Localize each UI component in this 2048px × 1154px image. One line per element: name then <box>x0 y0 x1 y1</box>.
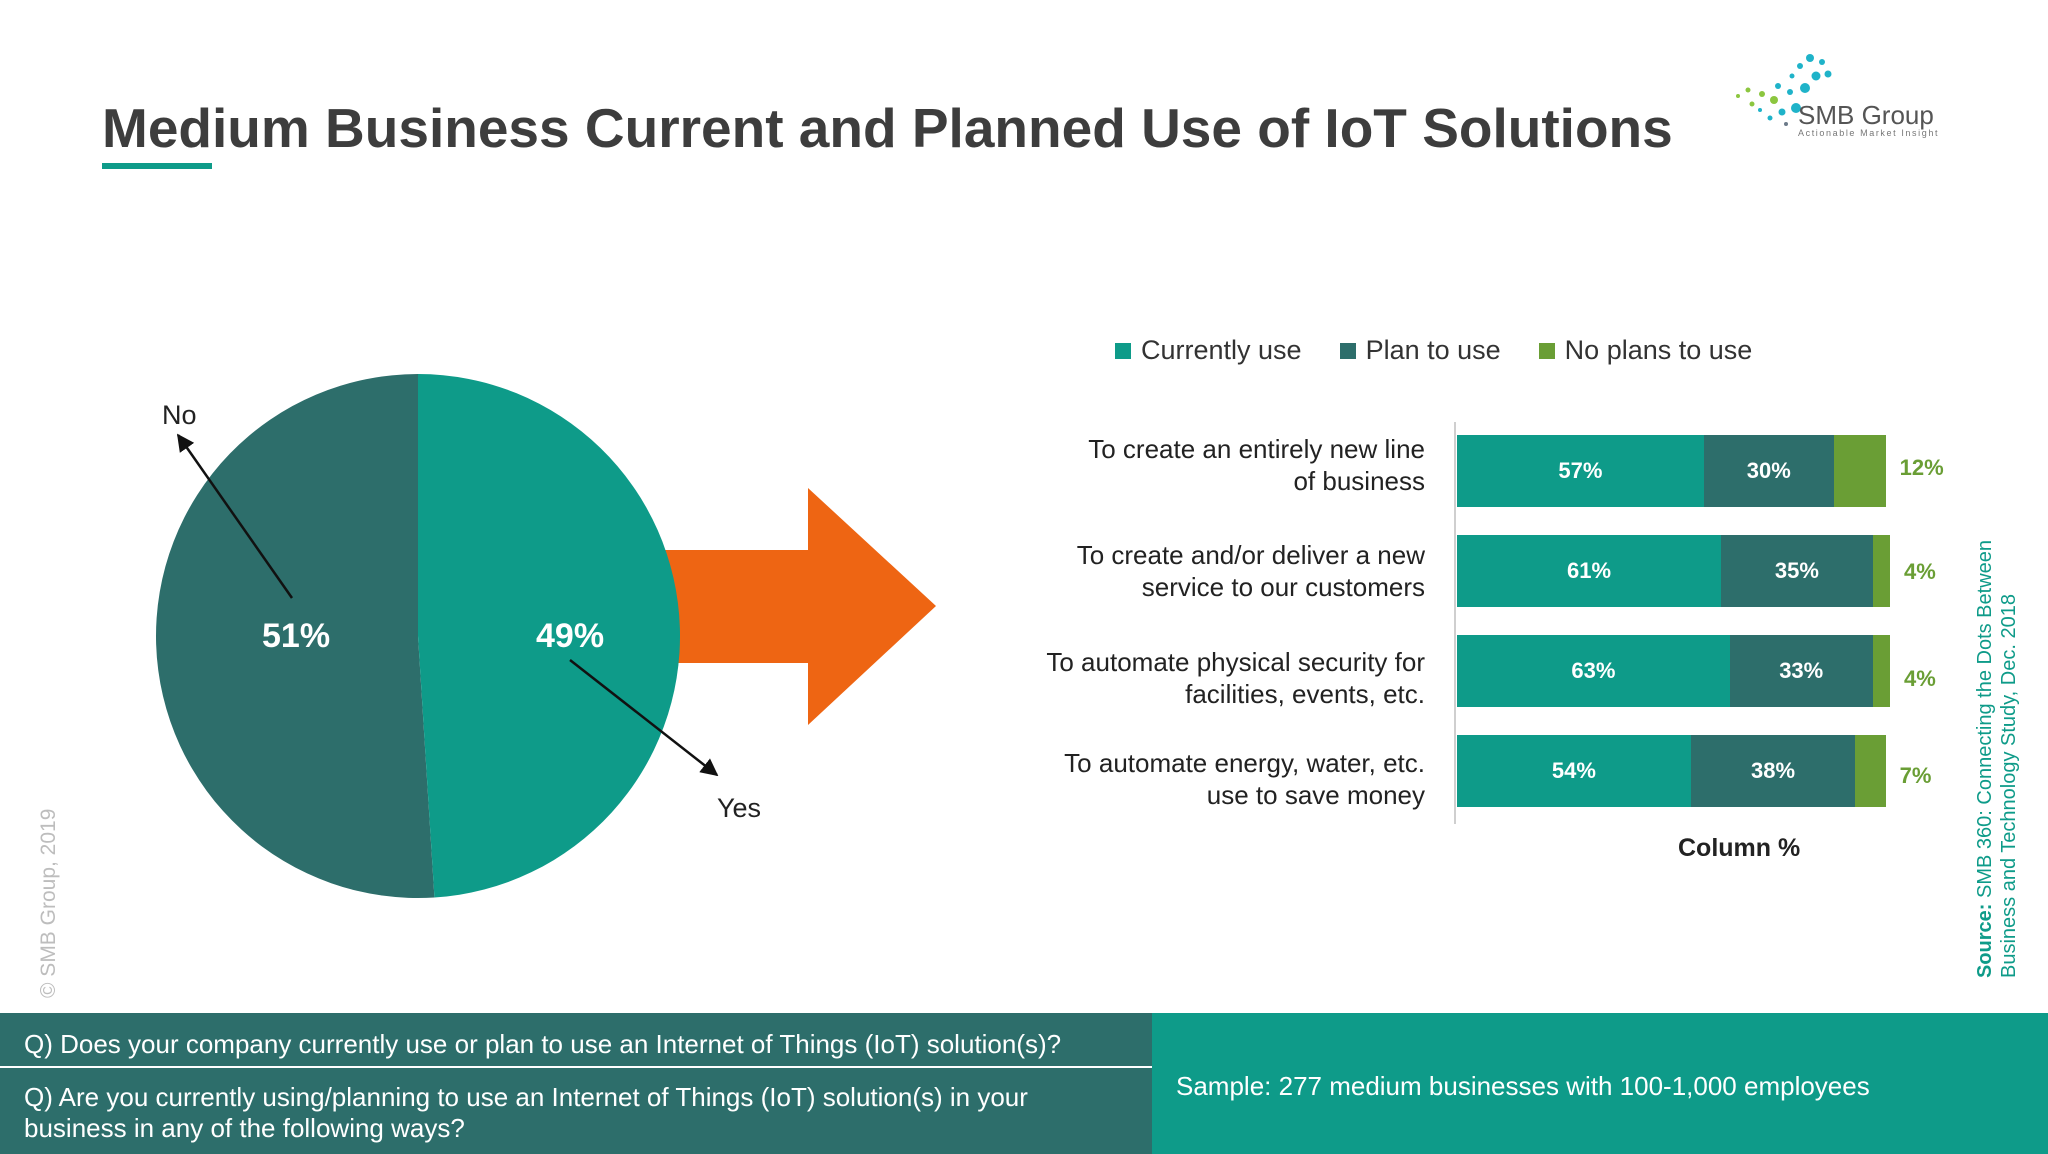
bar-category-label: To automate energy, water, etc. use to s… <box>805 747 1425 811</box>
source-line2: Business and Technology Study, Dec. 2018 <box>1998 594 2020 978</box>
bar-segment-plan: 38% <box>1690 735 1856 807</box>
survey-question-2: Q) Are you currently using/planning to u… <box>24 1082 1028 1143</box>
bar-segment-plan: 35% <box>1721 535 1873 607</box>
bar-category-line: To create and/or deliver a new <box>1076 540 1425 570</box>
bar-segment-plan: 30% <box>1703 435 1834 507</box>
source-prefix: Source: <box>1974 903 1996 978</box>
bar-segment-current: 57% <box>1457 435 1704 507</box>
pie-value-yes: 49% <box>536 617 605 655</box>
bar-noplan-value: 7% <box>1899 763 1932 788</box>
bar-category-line: To create an entirely new line <box>1088 434 1425 464</box>
bar-category-line: use to save money <box>1206 780 1425 810</box>
bar-category-line: To automate physical security for <box>1046 647 1425 677</box>
logo-name: SMB Group <box>1798 100 1934 130</box>
bar-category-label: To create an entirely new line of busine… <box>805 433 1425 497</box>
legend-item-plan: Plan to use <box>1339 335 1501 366</box>
legend-label-plan: Plan to use <box>1365 335 1501 365</box>
bar-axis-title: Column % <box>1678 834 1801 862</box>
legend-swatch-noplan <box>1538 342 1555 359</box>
pointer-arrow-yes <box>569 659 719 777</box>
title-underline <box>102 163 212 169</box>
bar-noplan-value: 4% <box>1904 559 1936 584</box>
bar-category-line: of business <box>1293 466 1425 496</box>
bar-segment-noplan <box>1833 435 1886 507</box>
legend-label-current: Currently use <box>1141 335 1302 365</box>
bar-category-label: To automate physical security for facili… <box>805 646 1425 710</box>
pie-chart <box>156 374 936 898</box>
legend-swatch-plan <box>1339 342 1356 359</box>
flow-arrow <box>660 488 936 725</box>
source-line1: SMB 360: Connecting the Dots Between <box>1974 539 1996 904</box>
pie-value-no: 51% <box>262 617 331 655</box>
copyright: © SMB Group, 2019 <box>37 808 60 998</box>
legend-swatch-current <box>1115 342 1131 359</box>
pie-slice-yes <box>418 374 681 898</box>
footer-sample-panel <box>1152 1013 2048 1154</box>
legend-item-current: Currently use <box>1115 335 1302 366</box>
smb-logo-icon <box>1736 54 1832 126</box>
legend-item-noplan: No plans to use <box>1538 335 1753 366</box>
bar-category-label: To create and/or deliver a new service t… <box>805 539 1425 603</box>
bar-segment-noplan <box>1872 535 1890 607</box>
pie-label-no: No <box>162 400 197 430</box>
bar-segment-plan: 33% <box>1729 635 1873 707</box>
bar-noplan-value: 12% <box>1899 455 1944 480</box>
bar-segment-current: 61% <box>1457 535 1722 607</box>
bar-row: 54% 38% <box>1457 735 1886 807</box>
bar-category-line: facilities, events, etc. <box>1185 679 1425 709</box>
legend-label-noplan: No plans to use <box>1564 335 1753 365</box>
bar-row: 63% 33% <box>1457 635 1890 707</box>
bar-row: 57% 30% <box>1457 435 1886 507</box>
survey-question-1: Q) Does your company currently use or pl… <box>24 1029 1062 1059</box>
bar-category-line: To automate energy, water, etc. <box>1064 748 1425 778</box>
bar-segment-current: 54% <box>1457 735 1691 807</box>
bar-segment-noplan <box>1872 635 1890 707</box>
bar-axis-line <box>1454 422 1456 824</box>
pie-label-yes: Yes <box>717 793 762 823</box>
bar-category-line: service to our customers <box>1141 572 1425 602</box>
footer-questions-panel <box>0 1013 1152 1154</box>
bar-noplan-value: 4% <box>1904 666 1936 691</box>
bar-row: 61% 35% <box>1457 535 1890 607</box>
footer-divider <box>0 1066 1152 1068</box>
logo-tagline: Actionable Market Insight <box>1798 128 1940 138</box>
sample-size: Sample: 277 medium businesses with 100-1… <box>1176 1071 1870 1101</box>
source-note: Source: SMB 360: Connecting the Dots Bet… <box>1973 540 2021 978</box>
pointer-arrow-no <box>176 433 294 599</box>
bar-segment-current: 63% <box>1457 635 1730 707</box>
chart-legend: Currently use Plan to use No plans to us… <box>1115 335 1752 366</box>
page-title: Medium Business Current and Planned Use … <box>102 97 1673 159</box>
bar-segment-noplan <box>1855 735 1886 807</box>
